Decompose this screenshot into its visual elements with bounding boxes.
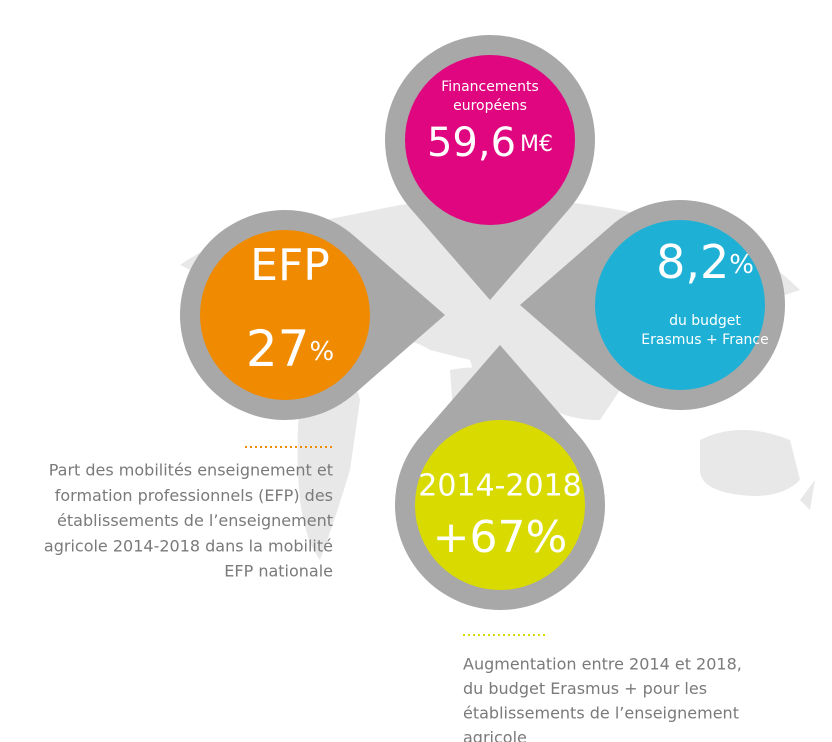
- pin-subtitle: du budget: [669, 313, 741, 329]
- caption-line: Augmentation entre 2014 et 2018,: [463, 655, 742, 674]
- caption-line: EFP nationale: [224, 562, 333, 581]
- unit: %: [729, 250, 754, 280]
- caption-line: Part des mobilités enseignement et: [49, 461, 333, 480]
- pin-subtitle: Erasmus + France: [641, 332, 768, 348]
- pin-value: 59,6 M€: [427, 120, 553, 166]
- pin-value: 27%: [246, 320, 334, 378]
- caption-line: du budget Erasmus + pour les: [463, 679, 707, 698]
- pin-title: Financements: [441, 79, 538, 95]
- pin-title: 2014-2018: [418, 469, 582, 504]
- unit: %: [309, 337, 334, 367]
- caption-line: agricole: [463, 728, 527, 742]
- caption-line: établissements de l’enseignement: [57, 511, 333, 530]
- value: 59,6: [427, 120, 516, 166]
- caption-line: agricole 2014-2018 dans la mobilité: [44, 536, 333, 555]
- pin-title: européens: [453, 98, 527, 114]
- unit: M€: [520, 132, 553, 157]
- pin-circle: [200, 230, 370, 400]
- caption-line: formation professionnels (EFP) des: [55, 486, 333, 505]
- caption-line: établissements de l’enseignement: [463, 704, 739, 723]
- pin-circle: [405, 55, 575, 225]
- pin-circle: [415, 420, 585, 590]
- pin-title: EFP: [250, 240, 330, 291]
- value: 8,2: [656, 235, 729, 289]
- pin-value: 8,2%: [656, 235, 754, 289]
- value: 27: [246, 320, 310, 378]
- pin-circle: [595, 220, 765, 390]
- pin-value: +67%: [433, 512, 568, 563]
